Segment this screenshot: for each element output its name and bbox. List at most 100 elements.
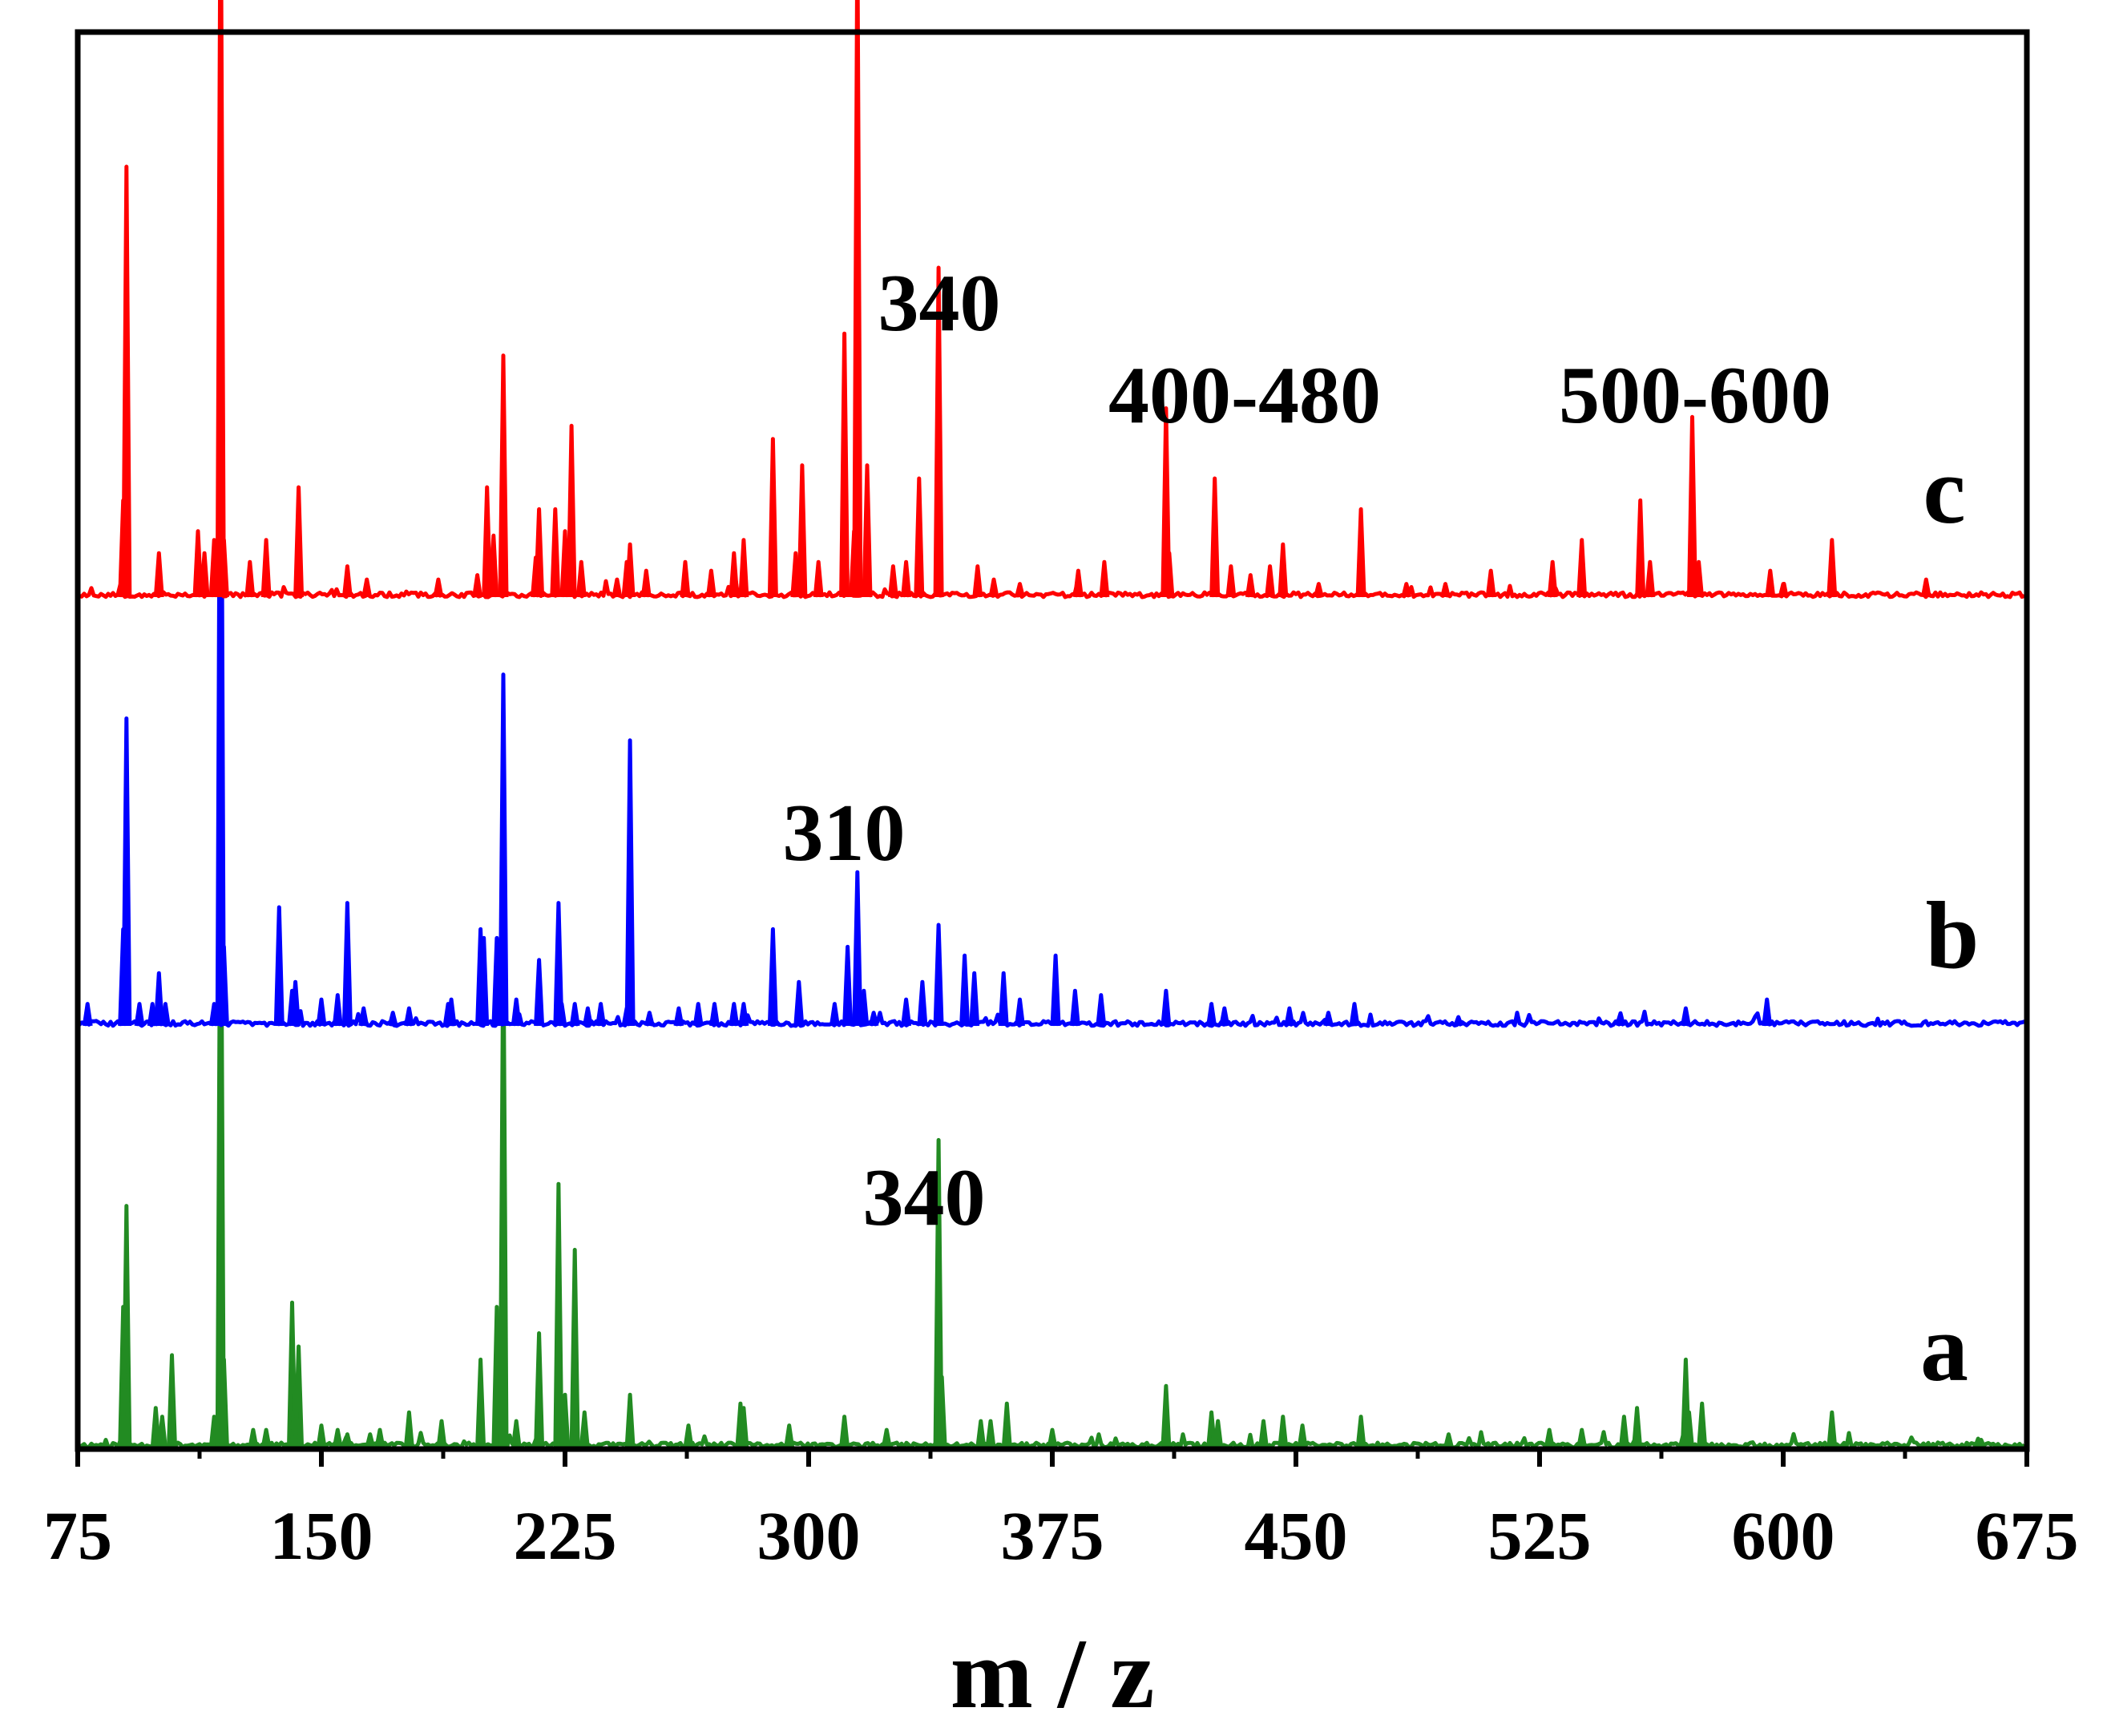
peak-c [767, 437, 778, 598]
peak-b [1096, 993, 1107, 1027]
peak-a [1160, 1383, 1172, 1448]
peak-a [1972, 1436, 1984, 1448]
peak-b [134, 1002, 145, 1027]
peak-c [472, 573, 483, 598]
annotation-b-310: 310 [783, 788, 906, 878]
peak-c [914, 476, 925, 598]
peak-c [361, 577, 373, 598]
peak-a [1047, 1427, 1058, 1448]
peak-a [1826, 1410, 1838, 1448]
peak-c [1313, 582, 1324, 598]
peak-b [556, 1002, 567, 1027]
peak-b [624, 738, 636, 1027]
peak-c [612, 577, 623, 598]
peak-a [624, 1392, 636, 1448]
peak-a [738, 1406, 749, 1448]
peak-c [1485, 568, 1496, 598]
peak-c [1277, 542, 1289, 598]
peak-a [1277, 1415, 1289, 1448]
annotation-c-400-480: 400-480 [1108, 350, 1381, 441]
peak-a [1355, 1415, 1366, 1448]
x-tick-label: 375 [1001, 1497, 1104, 1574]
peak-c [1687, 414, 1697, 598]
peak-b [569, 1002, 580, 1027]
peak-a [553, 1181, 564, 1448]
peak-c [797, 463, 808, 598]
peak-c [534, 507, 545, 598]
peak-a [569, 1247, 580, 1448]
peak-b [498, 672, 509, 1027]
peak-b [933, 923, 944, 1027]
peak-a [1258, 1419, 1269, 1448]
peak-c [887, 564, 898, 598]
peak-a [1684, 1410, 1694, 1448]
peak-c [680, 559, 691, 598]
series-label-a: a [1920, 1294, 1968, 1401]
peak-a [683, 1423, 694, 1448]
peak-a [332, 1427, 343, 1448]
peak-c [1072, 568, 1084, 598]
peak-b [159, 1002, 171, 1027]
peak-b [1680, 1006, 1691, 1027]
peak-a [1544, 1427, 1555, 1448]
peak-a [784, 1423, 795, 1448]
peak-a [475, 1357, 486, 1448]
peak-b [153, 971, 164, 1027]
peak-c [839, 331, 850, 598]
peak-c [624, 542, 636, 598]
peak-a [167, 1353, 177, 1448]
peak-a [293, 1344, 305, 1448]
peak-c [1920, 577, 1931, 598]
peak-c [1225, 564, 1237, 598]
peak-b [1050, 953, 1061, 1027]
peak-b [852, 870, 863, 1027]
x-tick-label: 300 [757, 1497, 861, 1574]
peak-a [511, 1419, 522, 1448]
peak-b [511, 997, 522, 1027]
peak-a [1443, 1432, 1454, 1448]
series-b [78, 233, 2025, 1028]
x-axis-title: m / z [951, 1619, 1155, 1729]
peak-b [358, 1006, 369, 1027]
peak-c [488, 533, 499, 598]
peak-c [1547, 559, 1558, 598]
peak-a [881, 1427, 892, 1448]
peak-b [917, 979, 928, 1027]
x-tick-label: 450 [1245, 1497, 1348, 1574]
peak-c [566, 423, 577, 598]
peak-a [1297, 1423, 1308, 1448]
peak-c [293, 485, 305, 598]
peak-b [829, 1002, 840, 1027]
peak-b [553, 901, 564, 1027]
peak-c [705, 568, 716, 598]
peak-b [478, 935, 490, 1027]
peak-b [901, 997, 912, 1027]
peak-c [1245, 573, 1256, 598]
peak-a [260, 1427, 272, 1448]
peak-c [1015, 582, 1025, 598]
peak-b [998, 971, 1009, 1027]
peak-a [1618, 1415, 1629, 1448]
peak-b [403, 1006, 414, 1027]
peak-a [218, 1357, 229, 1448]
x-tick-label: 525 [1488, 1497, 1592, 1574]
peak-b [332, 993, 343, 1027]
peak-c [1160, 406, 1172, 598]
peak-c [199, 551, 210, 598]
peak-b [595, 1002, 607, 1027]
peak-a [436, 1419, 447, 1448]
peak-b [738, 1002, 749, 1027]
peak-c [1355, 507, 1366, 598]
peak-c [1099, 559, 1110, 598]
peak-b [218, 944, 229, 1027]
peak-b [969, 971, 980, 1027]
peak-a [403, 1410, 414, 1448]
peak-c [1265, 564, 1276, 598]
peak-c [972, 564, 983, 598]
peak-b [1762, 997, 1773, 1027]
x-axis-ticks [75, 1449, 2029, 1467]
x-tick-label: 225 [514, 1497, 617, 1574]
peak-b [1015, 997, 1025, 1027]
peak-c [729, 551, 740, 598]
peak-b [692, 1002, 704, 1027]
